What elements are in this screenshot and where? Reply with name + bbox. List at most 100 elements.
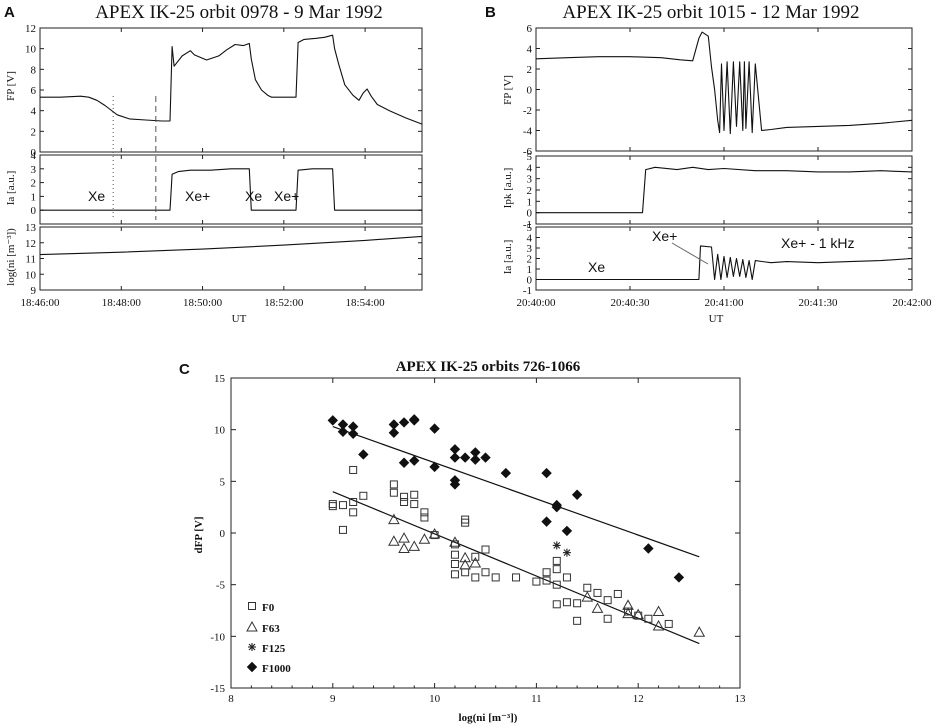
point-f0: [512, 573, 521, 582]
chart-a-x-tick-label: 18:54:00: [346, 297, 386, 309]
chart-c-xlabel: log(ni [m⁻³]): [459, 712, 518, 724]
point-f1000: [429, 423, 440, 434]
y-tick-label: 4: [31, 150, 37, 162]
point-f0: [573, 616, 582, 625]
series-line-log-ni: [39, 235, 423, 256]
point-f0: [664, 619, 673, 628]
point-f63: [449, 536, 461, 547]
point-f1000: [643, 543, 654, 554]
chart-c-x-tick-label: 12: [633, 693, 644, 705]
point-f0: [613, 589, 622, 598]
y-tick-label: 1: [527, 196, 533, 208]
point-f63: [632, 608, 645, 620]
annotation-xe-a1: Xe: [88, 188, 105, 204]
point-f63: [418, 533, 431, 544]
point-f0: [471, 552, 480, 561]
y-tick-label: 1: [31, 191, 37, 203]
series-f1000: [327, 414, 685, 583]
panel-letter-a: A: [4, 4, 15, 21]
y-tick-label: 2: [527, 254, 533, 266]
point-f0: [552, 580, 561, 589]
y-tick-label: -1: [523, 285, 532, 297]
point-f63: [398, 532, 410, 543]
point-f0: [349, 498, 358, 506]
y-tick-label: 6: [31, 85, 37, 97]
chart-a-x-tick-label: 18:52:00: [264, 297, 304, 309]
y-tick-label: 11: [25, 254, 36, 266]
y-tick-label: 4: [527, 233, 533, 245]
y-tick-label: 0: [527, 85, 533, 97]
chart-c-y-tick-label: 10: [214, 425, 226, 437]
series-line-ipk: [536, 166, 913, 214]
chart-a-x-tick-label: 18:46:00: [20, 297, 60, 309]
chart-a-subplot-3: 9 10 11 12 13: [25, 222, 423, 297]
point-f0: [552, 600, 561, 609]
y-tick-label: 3: [527, 243, 533, 255]
legend-label-f125: F125: [262, 643, 286, 655]
point-f1000: [673, 572, 685, 583]
y-tick-label: 1: [527, 264, 533, 276]
annotation-xe-plus-a1: Xe+: [185, 188, 210, 204]
point-f0: [603, 614, 612, 623]
point-f1000: [429, 461, 440, 473]
point-f63: [622, 607, 634, 619]
point-f0: [552, 565, 561, 574]
point-f63: [693, 626, 706, 637]
point-f0: [461, 568, 470, 577]
chart-c-title: APEX IK-25 orbits 726-1066: [396, 359, 581, 375]
point-f0: [389, 480, 398, 489]
point-f1000: [561, 525, 573, 537]
y-tick-label: 3: [31, 164, 37, 176]
chart-a-subplot-frame: [39, 226, 423, 291]
y-tick-label: 10: [25, 44, 37, 56]
asterisk-stroke: [563, 549, 571, 557]
point-f0: [400, 492, 409, 501]
chart-c-y-tick-label: 15: [214, 373, 226, 385]
point-f63: [398, 542, 410, 553]
point-f0: [573, 599, 582, 608]
chart-c-ylabel: dFP [V]: [193, 517, 205, 554]
y-tick-label: 4: [527, 44, 533, 56]
point-f0: [461, 515, 470, 524]
y-tick-label: 4: [527, 162, 533, 174]
point-f63: [388, 535, 400, 546]
y-tick-label: -2: [523, 105, 532, 117]
point-f0: [359, 491, 368, 500]
chart-b-subplot-1: -6 -4 -2 0 2 4 6: [523, 23, 913, 158]
y-tick-label: 10: [25, 269, 37, 281]
point-f0: [450, 560, 459, 568]
point-f1000: [358, 449, 369, 460]
point-f1000: [409, 415, 420, 426]
annotation-leader-line: [671, 242, 709, 265]
series-line-ia: [536, 245, 913, 281]
point-f0: [603, 596, 612, 605]
y-tick-label: -1: [523, 219, 532, 231]
point-f63: [388, 513, 400, 525]
point-f1000: [327, 415, 339, 426]
legend-label-f1000: F1000: [262, 663, 291, 675]
chart-b-x-tick-label: 20:41:30: [798, 297, 838, 309]
point-f0: [583, 583, 592, 592]
asterisk-stroke: [553, 542, 561, 549]
point-f0: [481, 545, 490, 554]
chart-a-subplot-1: 0 2 4 6 8 10 12: [25, 23, 423, 159]
series-f0: [328, 465, 673, 628]
point-f63: [591, 602, 604, 613]
y-tick-label: 4: [31, 106, 37, 118]
point-f0: [593, 588, 602, 597]
asterisk-stroke: [248, 643, 256, 651]
point-f1000: [459, 452, 471, 463]
chart-c-x-tick-label: 10: [429, 693, 441, 705]
point-f63: [459, 551, 471, 563]
chart-b-subplot-frame: [535, 27, 913, 152]
point-f0: [400, 498, 409, 506]
y-tick-label: 0: [527, 275, 533, 287]
chart-a2-ylabel: Ia [a.u.]: [5, 171, 17, 206]
point-f1000: [347, 428, 359, 440]
point-f63: [581, 591, 594, 602]
chart-b-subplot-frame: [535, 155, 913, 225]
chart-c-y-tick-label: -15: [210, 683, 225, 695]
point-f0: [349, 465, 358, 474]
y-tick-label: 5: [527, 222, 533, 234]
